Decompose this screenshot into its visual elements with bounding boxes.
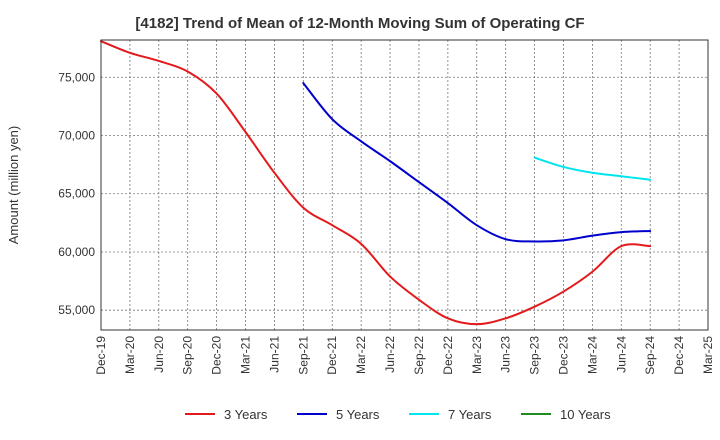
x-tick-label: Jun-22 <box>383 336 397 373</box>
y-tick-label: 70,000 <box>58 129 95 143</box>
y-tick-label: 55,000 <box>58 303 95 317</box>
x-tick-label: Dec-22 <box>441 336 455 375</box>
series-line-7-years <box>533 156 652 181</box>
y-axis-label: Amount (million yen) <box>6 126 21 245</box>
series-line-3-years <box>100 40 652 326</box>
x-tick-label: Jun-21 <box>267 336 281 373</box>
series-line-5-years <box>302 82 652 243</box>
plot-area <box>101 40 708 330</box>
y-tick-label: 65,000 <box>58 187 95 201</box>
x-tick-label: Jun-20 <box>152 336 166 373</box>
legend-label-7-years: 7 Years <box>448 407 492 422</box>
x-tick-label: Sep-21 <box>296 336 310 375</box>
x-tick-label: Jun-24 <box>614 336 628 373</box>
legend-label-3-years: 3 Years <box>224 407 268 422</box>
x-tick-label: Mar-25 <box>701 336 715 374</box>
x-tick-label: Mar-21 <box>239 336 253 374</box>
x-tick-label: Sep-23 <box>528 336 542 375</box>
series-layer <box>100 40 652 326</box>
x-tick-label: Sep-24 <box>643 336 657 375</box>
x-tick-label: Dec-19 <box>94 336 108 375</box>
x-tick-label: Jun-23 <box>499 336 513 373</box>
x-tick-label: Dec-21 <box>325 336 339 375</box>
x-tick-label: Mar-23 <box>470 336 484 374</box>
x-tick-label: Dec-23 <box>556 336 570 375</box>
x-tick-labels: Dec-19 Mar-20 Jun-20 Sep-20 Dec-20 Mar-21 Jun-… <box>94 336 715 375</box>
x-tick-label: Sep-20 <box>181 336 195 375</box>
y-tick-labels: 55,000 60,000 65,000 70,000 75,000 <box>58 70 95 317</box>
y-tick-label: 75,000 <box>58 70 95 84</box>
x-tick-label: Mar-24 <box>585 336 599 374</box>
x-tick-label: Mar-20 <box>123 336 137 374</box>
legend: 3 Years 5 Years 7 Years 10 Years <box>185 407 611 422</box>
x-tick-label: Dec-24 <box>672 336 686 375</box>
legend-label-10-years: 10 Years <box>560 407 611 422</box>
x-tick-label: Dec-20 <box>210 336 224 375</box>
x-tick-label: Mar-22 <box>354 336 368 374</box>
x-tick-label: Sep-22 <box>412 336 426 375</box>
chart-title: [4182] Trend of Mean of 12-Month Moving … <box>135 15 584 32</box>
plot-frame <box>100 39 709 331</box>
legend-label-5-years: 5 Years <box>336 407 380 422</box>
y-tick-label: 60,000 <box>58 245 95 259</box>
